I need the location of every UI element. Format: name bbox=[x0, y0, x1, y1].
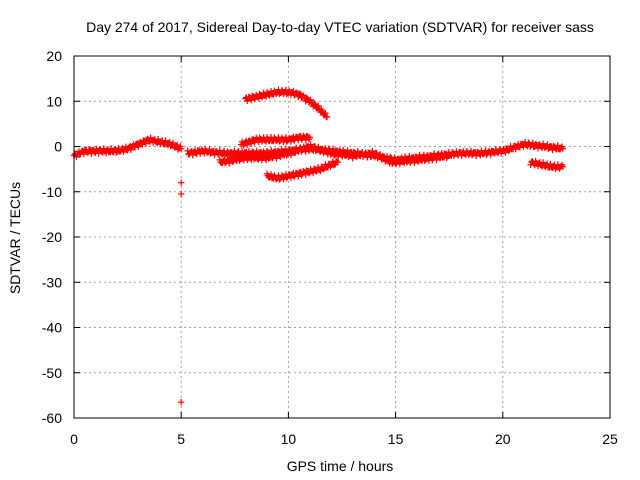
data-point bbox=[107, 145, 115, 152]
x-tick-label: 20 bbox=[495, 431, 511, 447]
x-tick-label: 25 bbox=[602, 431, 618, 447]
data-point bbox=[502, 149, 509, 156]
plot-frame bbox=[73, 55, 611, 419]
series-arc-low bbox=[263, 157, 341, 183]
data-point bbox=[162, 137, 169, 144]
series-arc-high bbox=[242, 86, 331, 121]
y-tick-label: -30 bbox=[42, 274, 62, 290]
data-point bbox=[302, 147, 309, 154]
y-tick-label: -40 bbox=[42, 320, 62, 336]
x-tick-label: 5 bbox=[177, 431, 185, 447]
data-point bbox=[559, 163, 567, 171]
series-lower-branch bbox=[216, 141, 453, 168]
y-tick-label: 20 bbox=[46, 48, 62, 64]
y-tick-label: 10 bbox=[46, 93, 62, 109]
data-point bbox=[559, 145, 567, 152]
data-point bbox=[248, 97, 255, 104]
outlier-point bbox=[178, 398, 185, 406]
outlier-point bbox=[178, 190, 185, 198]
data-point bbox=[314, 102, 322, 109]
data-point bbox=[307, 96, 314, 104]
y-axis-label: SDTVAR / TECUs bbox=[7, 182, 23, 294]
y-tick-label: -50 bbox=[42, 365, 62, 381]
x-tick-label: 15 bbox=[388, 431, 404, 447]
series-outliers bbox=[178, 179, 185, 406]
y-tick-label: -20 bbox=[42, 229, 62, 245]
data-point bbox=[302, 171, 309, 179]
data-point bbox=[226, 160, 233, 167]
data-point bbox=[295, 137, 302, 144]
chart-title: Day 274 of 2017, Sidereal Day-to-day VTE… bbox=[86, 19, 594, 35]
data-point bbox=[446, 152, 453, 159]
y-tick-label: -60 bbox=[42, 410, 62, 426]
x-tick-label: 0 bbox=[70, 431, 78, 447]
x-tick-label: 10 bbox=[281, 431, 297, 447]
data-point bbox=[287, 151, 295, 159]
data-point bbox=[323, 113, 331, 121]
data-point bbox=[554, 142, 561, 149]
series-arc-mid bbox=[238, 132, 314, 149]
y-tick-label: 0 bbox=[54, 139, 62, 155]
data-point bbox=[295, 173, 302, 180]
axes: 0 5 10 15 20 25 20 10 0 -10 -20 -30 -40 -50 -60 bbox=[42, 48, 618, 447]
data-point bbox=[189, 151, 196, 159]
data-point bbox=[273, 155, 280, 162]
data-point bbox=[267, 171, 275, 178]
data-points bbox=[70, 86, 567, 406]
data-point bbox=[80, 150, 88, 158]
data-point bbox=[142, 140, 149, 147]
data-point bbox=[322, 109, 329, 117]
data-point bbox=[169, 139, 177, 147]
data-point bbox=[383, 154, 391, 162]
data-point bbox=[334, 159, 341, 166]
data-point bbox=[178, 145, 185, 152]
data-point bbox=[364, 153, 371, 160]
data-point bbox=[306, 134, 314, 141]
outlier-point bbox=[178, 179, 185, 186]
series-late-branch bbox=[527, 157, 567, 172]
data-point bbox=[88, 150, 95, 157]
data-point bbox=[248, 140, 255, 147]
data-point bbox=[547, 160, 554, 168]
data-point bbox=[127, 146, 135, 154]
y-tick-label: -10 bbox=[42, 184, 62, 200]
x-axis-label: GPS time / hours bbox=[287, 458, 394, 474]
data-point bbox=[135, 143, 142, 151]
data-point bbox=[349, 155, 356, 162]
